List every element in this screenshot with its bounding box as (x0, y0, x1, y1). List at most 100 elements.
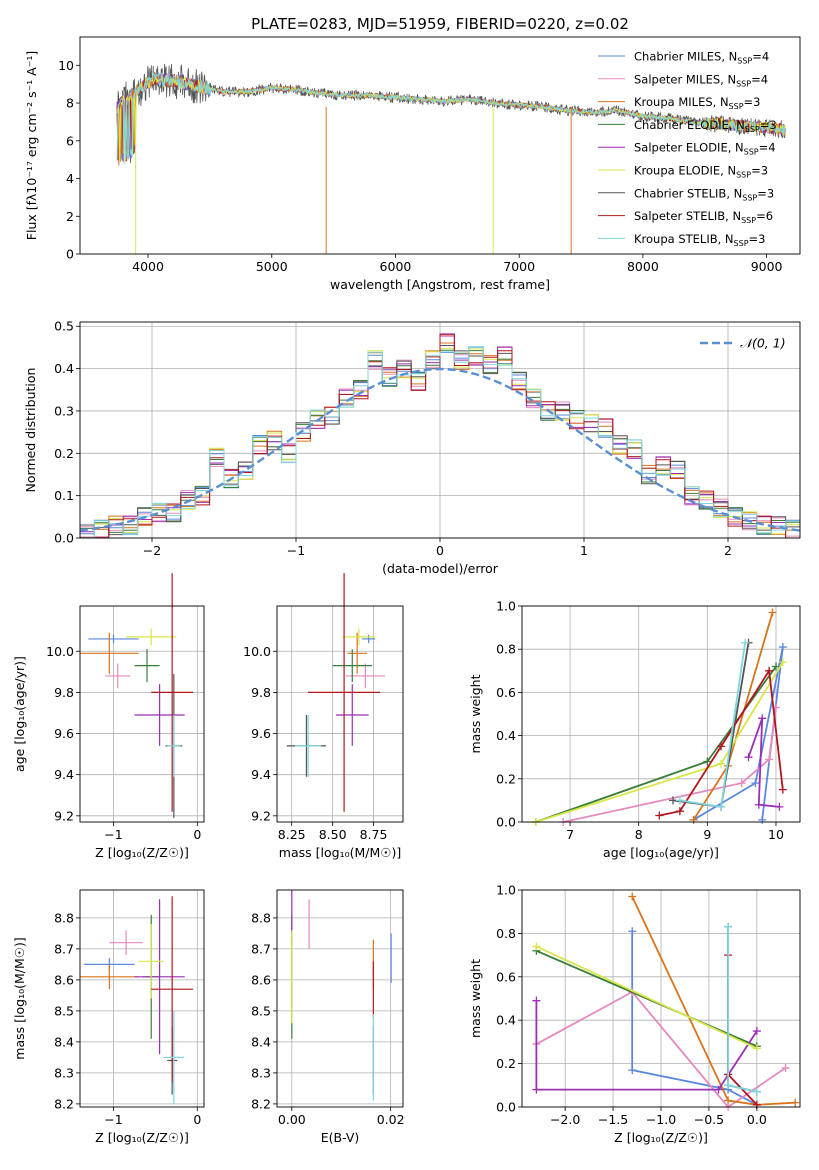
legend-entry: Salpeter MILES, NSSP=4 (634, 72, 768, 88)
y-tick-label: 9.6 (54, 726, 74, 741)
weight-marker (771, 662, 780, 671)
x-tick-label: −2.0 (550, 1112, 580, 1127)
y-tick-label: 8.8 (251, 910, 271, 925)
y-tick-label: 9.4 (251, 767, 271, 782)
legend-count: =3 (757, 186, 774, 200)
plot-content (116, 63, 786, 254)
plot-area (277, 606, 403, 822)
y-tick-label: 10 (58, 58, 74, 73)
legend-entry: Kroupa STELIB, NSSP=3 (634, 232, 765, 248)
y-tick-label: 10.0 (243, 644, 271, 659)
y-tick-label: 8.2 (251, 1096, 271, 1111)
axes-frame: −2.0 −1.5 −1.0 −0.5 0.0 0.0 0.2 0.4 0.6 0.8 1.0 Z [… (468, 883, 801, 1145)
legend-count: =6 (756, 209, 773, 223)
weight-marker (675, 796, 684, 805)
y-tick-label: 8.4 (251, 1034, 271, 1049)
legend-count: =4 (752, 50, 769, 64)
panel-weight_vs_age: 7 8 9 10 0.0 0.2 0.4 0.6 0.8 1.0 age [log₁₀(age/yr… (468, 599, 801, 860)
axes-frame: −1 0 9.2 9.4 9.6 9.8 10.0 Z [log₁₀(Z/Z☉)] age [l… (12, 605, 205, 860)
x-tick-label: 8000 (627, 259, 659, 274)
legend-count: =4 (751, 72, 768, 86)
legend-count: =4 (759, 141, 776, 155)
y-tick-label: 8 (66, 96, 74, 111)
weight-marker (778, 643, 787, 652)
weight-marker (752, 1044, 761, 1053)
weight-marker (765, 755, 774, 764)
legend-entry: Salpeter ELODIE, NSSP=4 (634, 141, 776, 157)
spectrum-line (116, 71, 786, 165)
y-tick-label: 0.6 (496, 685, 516, 700)
legend-count: =3 (744, 95, 761, 109)
weight-line (747, 718, 780, 808)
y-tick-label: 2 (66, 209, 74, 224)
legend-subscript: SSP (745, 125, 760, 134)
plot-content (286, 573, 385, 812)
weight-line (563, 707, 777, 823)
axes-spine (79, 36, 801, 255)
y-tick-label: 8.8 (54, 910, 74, 925)
weight-marker (717, 759, 726, 768)
x-tick-label: 9000 (751, 259, 783, 274)
axes-spine (276, 605, 404, 823)
weight-marker (724, 1096, 733, 1105)
weight-marker (628, 927, 637, 936)
plot-area (80, 37, 800, 254)
weight-marker (669, 796, 678, 805)
x-tick-label: −1.0 (646, 1112, 676, 1127)
legend-subscript: SSP (744, 148, 759, 157)
x-tick-label: −1 (104, 827, 122, 842)
legend-entry: 𝒩(0, 1) (740, 336, 786, 351)
weight-marker (675, 807, 684, 816)
y-tick-label: 8.7 (251, 941, 271, 956)
panel-mass_vs_ebv: 0.00 0.02 8.2 8.3 8.4 8.5 8.6 8.7 8.8 E(B-V) (251, 889, 405, 1145)
weight-marker (724, 1081, 733, 1090)
weight-marker (758, 714, 767, 723)
legend-subscript: SSP (729, 102, 744, 111)
x-tick-label: −1 (104, 1112, 122, 1127)
y-tick-label: 4 (66, 171, 74, 186)
plot-content (80, 573, 194, 818)
y-tick-label: 0.8 (496, 926, 516, 941)
y-tick-label: 1.0 (496, 883, 516, 898)
y-tick-label: 0.4 (496, 728, 516, 743)
axes-spine (521, 605, 801, 823)
y-tick-label: 0.6 (496, 969, 516, 984)
y-tick-label: 0.4 (54, 361, 74, 376)
weight-marker (628, 892, 637, 901)
axes-spine (521, 889, 801, 1108)
axes-frame: 4000 5000 6000 7000 8000 9000 0 2 4 6 8 10 wavelengt… (24, 36, 801, 292)
x-tick-label: 8.75 (360, 827, 388, 842)
spectrum-line (116, 63, 786, 164)
weight-marker (532, 942, 541, 951)
y-tick-label: 6 (66, 133, 74, 148)
y-tick-label: 0.0 (496, 815, 516, 830)
weight-marker (532, 1085, 541, 1094)
x-tick-label: 10 (768, 827, 784, 842)
weight-marker (532, 996, 541, 1005)
y-tick-label: 10.0 (46, 644, 74, 659)
y-tick-label: 8.4 (54, 1034, 74, 1049)
y-tick-label: 8.7 (54, 941, 74, 956)
x-axis-label: Z [log₁₀(Z/Z☉)] (95, 1130, 189, 1145)
weight-marker (778, 785, 787, 794)
legend-entry: Kroupa ELODIE, NSSP=3 (634, 164, 768, 180)
legend-entry: Chabrier MILES, NSSP=4 (634, 50, 769, 66)
y-tick-label: 8.3 (251, 1065, 271, 1080)
axes-frame: 8.25 8.50 8.75 9.2 9.4 9.6 9.8 10.0 mass [log₁₀(… (243, 605, 404, 860)
x-axis-label: Z [log₁₀(Z/Z☉)] (95, 845, 189, 860)
panel-residuals: −2 −1 0 1 2 0.0 0.1 0.2 0.3 0.4 0.5 (data-model)/er… (23, 319, 801, 576)
normal-curve (79, 367, 801, 532)
y-tick-label: 9.4 (54, 767, 74, 782)
weight-marker (717, 742, 726, 751)
x-tick-label: 6000 (380, 259, 412, 274)
histogram-step (80, 334, 800, 539)
weight-marker (791, 1098, 800, 1107)
weight-line (536, 945, 758, 1050)
weight-marker (758, 815, 767, 824)
legend-subscript: SSP (736, 79, 751, 88)
weight-marker (741, 638, 750, 647)
weight-line (535, 990, 787, 1109)
y-tick-label: 0.2 (54, 446, 74, 461)
figure-title: PLATE=0283, MJD=51959, FIBERID=0220, z=0… (251, 15, 629, 33)
x-tick-label: 1 (580, 543, 588, 558)
